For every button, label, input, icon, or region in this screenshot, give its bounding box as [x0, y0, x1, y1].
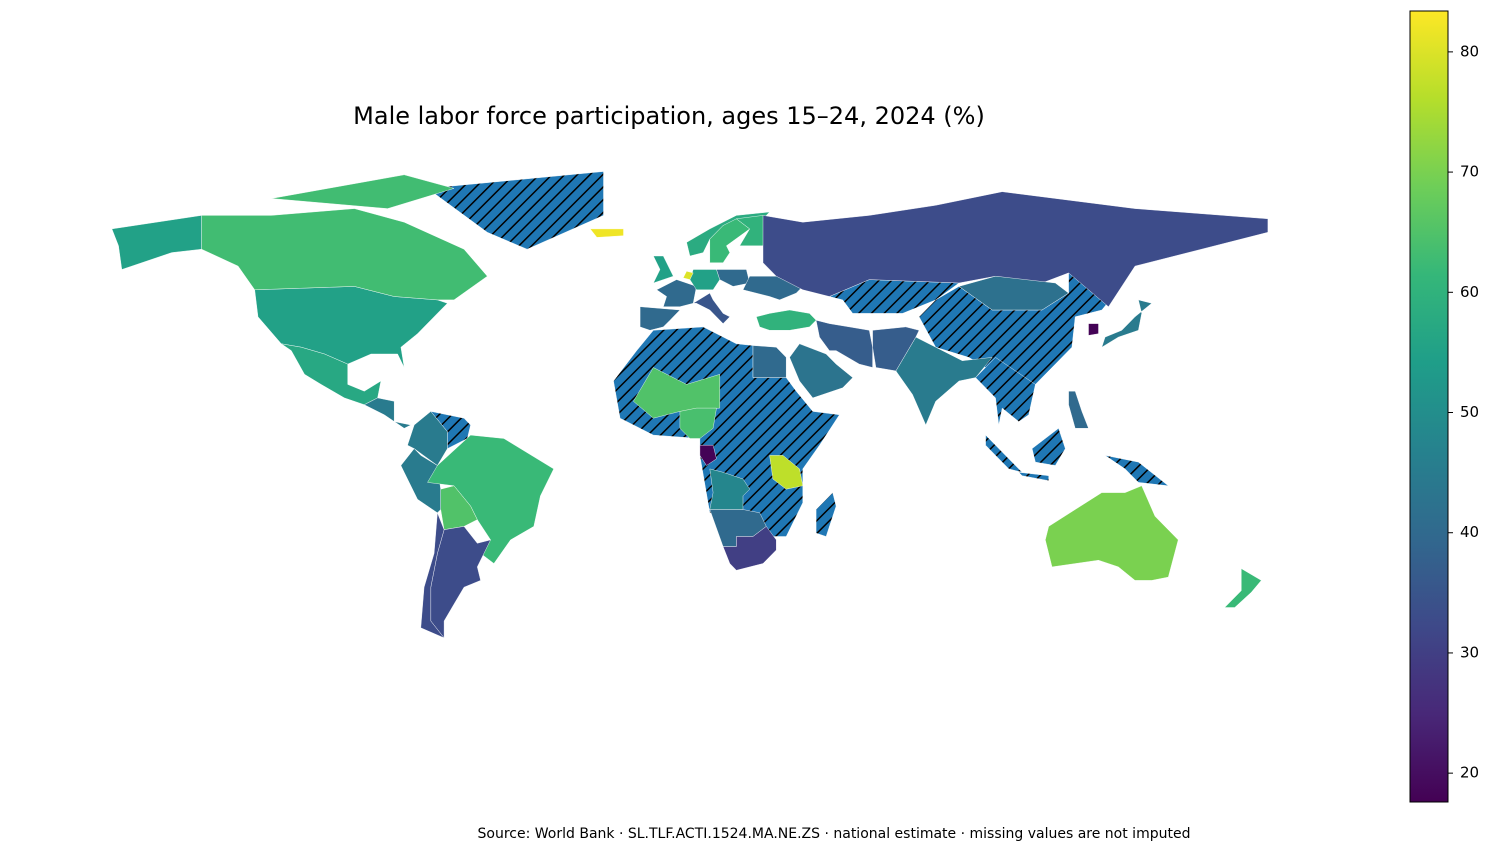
- chart-title: Male labor force participation, ages 15–…: [353, 102, 985, 130]
- country: [789, 343, 853, 399]
- country: [752, 345, 787, 378]
- country: [682, 270, 694, 280]
- colorbar-tick-label: 60: [1460, 283, 1479, 301]
- country: [1045, 485, 1179, 581]
- country: [689, 269, 721, 290]
- colorbar-tick-label: 20: [1460, 764, 1479, 782]
- country: [709, 468, 750, 510]
- missing-region: [1104, 455, 1169, 487]
- colorbar-tick-label: 40: [1460, 523, 1479, 541]
- missing-region: [815, 492, 837, 537]
- colorbar-tick-label: 50: [1460, 403, 1479, 421]
- country: [653, 255, 674, 284]
- country: [769, 455, 804, 490]
- country: [692, 292, 731, 324]
- country: [633, 367, 720, 419]
- country: [762, 191, 1269, 307]
- country: [872, 326, 920, 372]
- colorbar-tick-label: 70: [1460, 163, 1479, 181]
- colorbar: 20 30 40 50 60 70 80: [1409, 10, 1479, 803]
- missing-region: [1031, 427, 1066, 466]
- country: [363, 397, 412, 429]
- country: [271, 174, 455, 209]
- country: [895, 336, 993, 426]
- country: [756, 309, 817, 331]
- country: [656, 279, 697, 307]
- country: [716, 269, 750, 287]
- country: [1068, 391, 1089, 429]
- colorbar-tick-label: 80: [1460, 42, 1479, 60]
- missing-region: [985, 434, 1023, 473]
- country: [111, 215, 202, 270]
- missing-region: [426, 171, 604, 250]
- country: [699, 445, 717, 466]
- missing-region: [975, 357, 1036, 426]
- country: [1101, 299, 1153, 348]
- map: [111, 171, 1269, 639]
- country: [815, 319, 873, 368]
- source-note: Source: World Bank · SL.TLF.ACTI.1524.MA…: [478, 826, 1191, 842]
- missing-region: [1018, 472, 1049, 481]
- country: [420, 512, 445, 639]
- country: [589, 228, 624, 238]
- country: [639, 306, 681, 331]
- country: [722, 526, 777, 571]
- colorbar-scale: [1409, 10, 1449, 803]
- country: [958, 275, 1069, 311]
- country: [440, 485, 478, 530]
- country: [1224, 568, 1262, 608]
- country: [281, 343, 382, 405]
- country: [201, 208, 488, 301]
- country: [679, 407, 717, 439]
- country: [1088, 323, 1099, 336]
- colorbar-tick-label: 30: [1460, 643, 1479, 661]
